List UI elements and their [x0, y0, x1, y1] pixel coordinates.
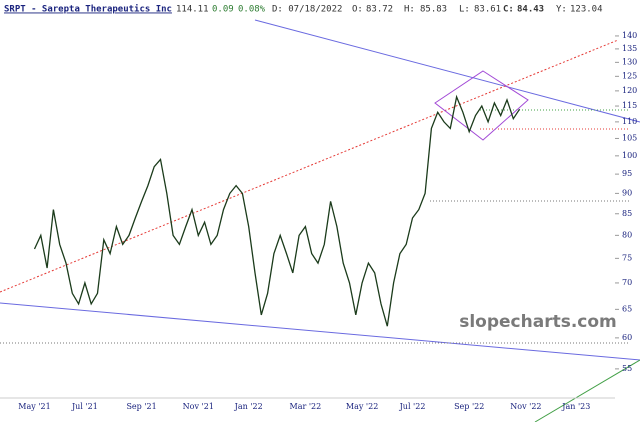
y-tick-label: 120	[622, 86, 637, 95]
close-label: C:	[503, 5, 514, 15]
y-tick-label: 125	[622, 71, 637, 80]
symbol: SRPT - Sarepta Therapeutics Inc	[4, 4, 172, 15]
x-tick-label: Sep '22	[454, 402, 484, 411]
x-tick-label: Nov '21	[183, 402, 214, 411]
last-price: 114.11	[176, 5, 209, 15]
y-label: Y:	[556, 5, 567, 15]
drawings	[0, 19, 640, 422]
low-label: L:	[459, 5, 470, 15]
open-label: O:	[352, 5, 363, 15]
y-tick-label: 95	[622, 169, 632, 178]
trendline	[0, 39, 619, 293]
diamond-pattern	[434, 70, 529, 141]
trendline	[254, 19, 640, 123]
x-tick-label: Sep '21	[126, 402, 156, 411]
y-tick-label: 115	[622, 101, 637, 110]
x-tick-label: Jan '22	[234, 402, 263, 411]
open: 83.72	[366, 5, 393, 15]
x-tick-label: Nov '22	[510, 402, 541, 411]
y-tick-label: 65	[622, 304, 632, 313]
header: SRPT - Sarepta Therapeutics Inc 114.11 0…	[4, 4, 603, 15]
y-tick-label: 60	[622, 333, 632, 342]
x-tick-label: Jul '22	[399, 402, 426, 411]
high: 85.83	[420, 5, 447, 15]
y-tick-label: 110	[622, 117, 637, 126]
trendline	[0, 302, 640, 361]
change: 0.09	[212, 5, 234, 15]
y-tick-label: 85	[622, 209, 632, 218]
y-tick-label: 100	[622, 151, 637, 160]
y-tick-label: 130	[622, 57, 637, 66]
date: D: 07/18/2022	[272, 5, 342, 15]
x-tick-label: May '22	[346, 402, 378, 411]
low: 83.61	[474, 5, 501, 15]
x-tick-label: Jan '23	[561, 402, 590, 411]
y-tick-label: 55	[622, 364, 632, 373]
y-value: 123.04	[570, 5, 603, 15]
watermark: slopecharts.com	[459, 312, 617, 332]
price-line	[33, 94, 521, 327]
y-tick-label: 140	[622, 31, 637, 40]
y-tick-label: 90	[622, 188, 632, 197]
y-tick-label: 75	[622, 253, 632, 262]
y-tick-label: 105	[622, 133, 637, 142]
high-label: H:	[404, 5, 415, 15]
y-tick-label: 80	[622, 230, 632, 239]
x-tick-label: Jul '21	[71, 402, 98, 411]
close: 84.43	[517, 5, 544, 15]
y-tick-label: 135	[622, 44, 637, 53]
y-tick-label: 70	[622, 278, 632, 287]
trendline	[534, 359, 640, 422]
x-tick-label: Mar '22	[290, 402, 322, 411]
change-pct: 0.08%	[238, 5, 266, 15]
x-tick-label: May '21	[18, 402, 50, 411]
